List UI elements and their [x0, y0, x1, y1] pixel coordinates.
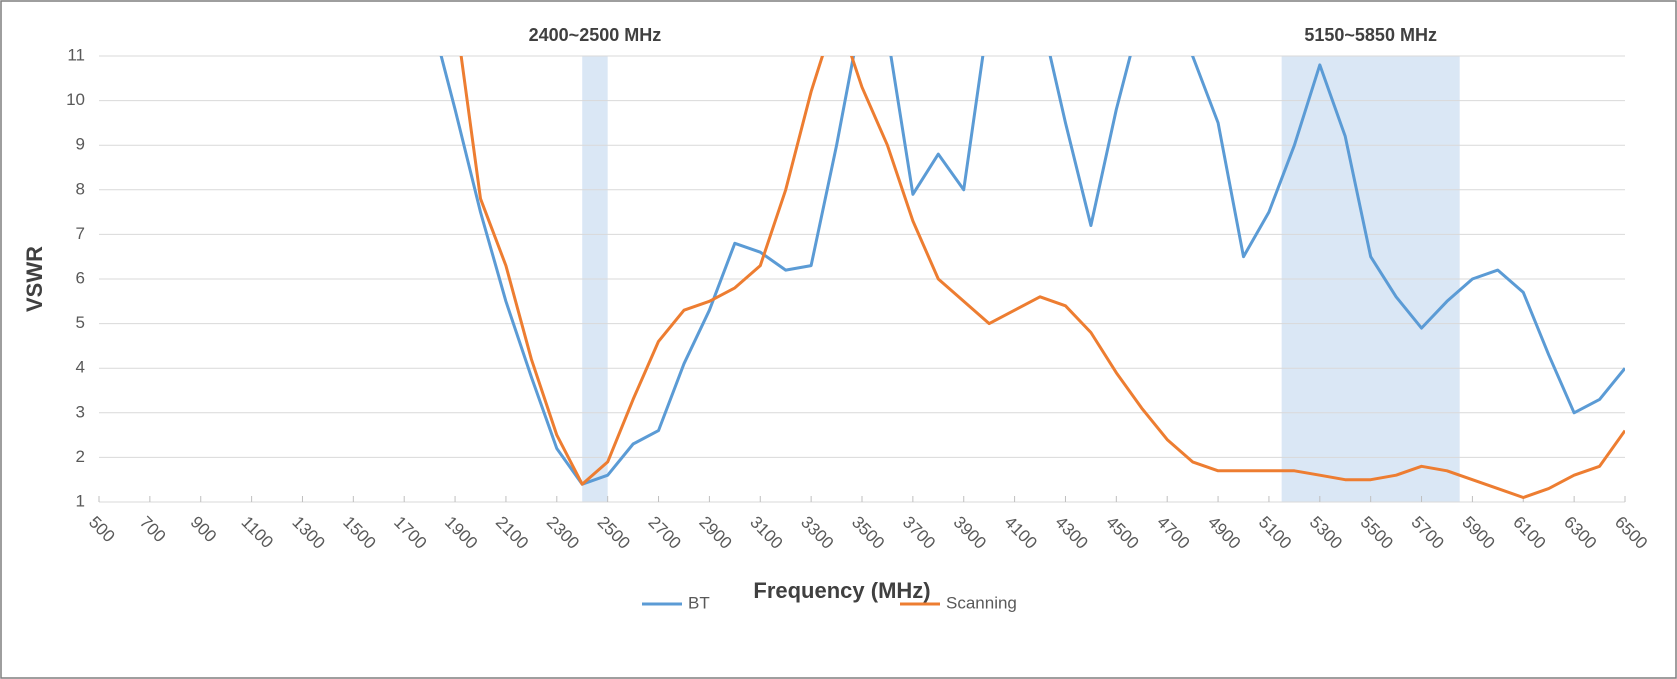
- y-tick-label: 9: [76, 135, 85, 154]
- grid: [98, 55, 1626, 503]
- legend-label: BT: [688, 593, 710, 612]
- x-axis-label: Frequency (MHz): [753, 578, 930, 603]
- y-tick-label: 1: [76, 491, 85, 510]
- y-tick-label: 6: [76, 268, 85, 287]
- y-tick-label: 5: [76, 313, 85, 332]
- series-line: [439, 56, 1625, 486]
- y-tick-label: 7: [76, 224, 85, 243]
- y-axis-label: VSWR: [22, 246, 47, 312]
- y-tick-label: 8: [76, 179, 85, 198]
- y-tick-label: 11: [67, 45, 85, 64]
- legend-label: Scanning: [946, 593, 1017, 612]
- y-tick-label: 10: [66, 90, 85, 109]
- y-tick-label: 4: [76, 358, 85, 377]
- lines: [439, 56, 1625, 499]
- series-line: [459, 56, 1625, 499]
- band-label: 2400~2500 MHz: [529, 25, 662, 45]
- y-tick-label: 2: [76, 447, 85, 466]
- band-label: 5150~5850 MHz: [1304, 25, 1437, 45]
- y-tick-label: 3: [76, 402, 85, 421]
